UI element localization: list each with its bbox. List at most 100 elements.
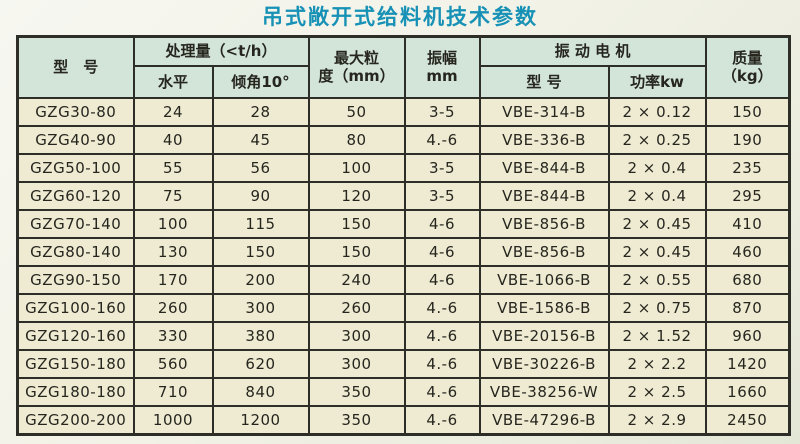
- header-mass-line-2: （kg）: [721, 66, 773, 85]
- table-row: GZG180-180 710 840 350 4.-6 VBE-38256-W 2 × 2.…: [16, 377, 791, 408]
- cell-capacity-horizontal: 130: [132, 237, 214, 268]
- header-motor-group: 振 动 电 机: [478, 35, 707, 68]
- cell-mass: 960: [704, 321, 791, 352]
- header-row-2: 水平 倾角10° 型 号 功率kw: [18, 65, 790, 100]
- table-row: GZG40-90 40 45 80 4.-6 VBE-336-B 2 × 0.25 190: [16, 125, 791, 156]
- cell-max-particle-size: 80: [307, 125, 406, 156]
- cell-capacity-horizontal: 55: [132, 153, 214, 184]
- cell-motor-model: VBE-1586-B: [478, 293, 610, 324]
- cell-model: GZG80-140: [16, 237, 135, 268]
- cell-amplitude: 4.-6: [403, 125, 481, 156]
- cell-max-particle-size: 150: [307, 237, 406, 268]
- header-max-particle-size: 最大粒 度（mm）: [307, 35, 406, 100]
- cell-capacity-incline: 300: [211, 293, 310, 324]
- cell-motor-power: 2 × 0.45: [607, 209, 707, 240]
- cell-model: GZG30-80: [16, 97, 135, 128]
- cell-amplitude: 3-5: [403, 153, 481, 184]
- cell-capacity-horizontal: 170: [132, 265, 214, 296]
- table-row: GZG200-200 1000 1200 350 4.-6 VBE-47296-B 2 × …: [16, 405, 791, 436]
- cell-model: GZG100-160: [16, 293, 135, 324]
- cell-motor-model: VBE-314-B: [478, 97, 610, 128]
- table-row: GZG30-80 24 28 50 3-5 VBE-314-B 2 × 0.12 150: [16, 97, 791, 128]
- cell-motor-model: VBE-856-B: [478, 209, 610, 240]
- cell-capacity-incline: 115: [211, 209, 310, 240]
- cell-capacity-horizontal: 260: [132, 293, 214, 324]
- cell-capacity-incline: 840: [211, 377, 310, 408]
- cell-capacity-horizontal: 75: [132, 181, 214, 212]
- header-capacity-horizontal: 水平: [132, 65, 214, 100]
- cell-model: GZG60-120: [16, 181, 135, 212]
- cell-capacity-horizontal: 24: [132, 97, 214, 128]
- cell-capacity-incline: 45: [211, 125, 310, 156]
- header-mass-line-1: 质量: [732, 49, 763, 68]
- table-row: GZG60-120 75 90 120 3-5 VBE-844-B 2 × 0.4 295: [16, 181, 791, 212]
- table-row: GZG150-180 560 620 300 4.-6 VBE-30226-B 2 × 2.…: [16, 349, 791, 380]
- cell-amplitude: 4.-6: [403, 405, 481, 436]
- cell-model: GZG70-140: [16, 209, 135, 240]
- cell-max-particle-size: 350: [307, 405, 406, 436]
- cell-mass: 2450: [704, 405, 791, 436]
- table-row: GZG100-160 260 300 260 4.-6 VBE-1586-B 2 × 0.7…: [16, 293, 791, 324]
- cell-amplitude: 4-6: [403, 209, 481, 240]
- cell-amplitude: 4-6: [403, 265, 481, 296]
- cell-capacity-horizontal: 40: [132, 125, 214, 156]
- header-model: 型 号: [16, 35, 135, 100]
- cell-motor-power: 2 × 0.4: [607, 181, 707, 212]
- header-row-1: 型 号 处理量（<t/h） 最大粒 度（mm） 振幅 mm 振 动 电 机 质量…: [16, 35, 791, 100]
- cell-max-particle-size: 50: [307, 97, 406, 128]
- cell-motor-power: 2 × 0.12: [607, 97, 707, 128]
- table-body: GZG30-80 24 28 50 3-5 VBE-314-B 2 × 0.12 150 GZG…: [16, 97, 791, 436]
- cell-model: GZG50-100: [16, 153, 135, 184]
- cell-max-particle-size: 150: [307, 209, 406, 240]
- header-amplitude-line-2: mm: [426, 66, 458, 85]
- table-header: 型 号 处理量（<t/h） 最大粒 度（mm） 振幅 mm 振 动 电 机 质量…: [16, 35, 791, 100]
- cell-capacity-horizontal: 1000: [132, 405, 214, 436]
- page-title: 吊式敞开式给料机技术参数: [262, 5, 538, 29]
- cell-amplitude: 3-5: [403, 97, 481, 128]
- cell-model: GZG90-150: [16, 265, 135, 296]
- cell-capacity-horizontal: 330: [132, 321, 214, 352]
- cell-motor-power: 2 × 1.52: [607, 321, 707, 352]
- cell-mass: 870: [704, 293, 791, 324]
- cell-capacity-horizontal: 100: [132, 209, 214, 240]
- cell-motor-model: VBE-20156-B: [478, 321, 610, 352]
- header-motor-power: 功率kw: [607, 65, 707, 100]
- cell-capacity-incline: 90: [211, 181, 310, 212]
- cell-motor-power: 2 × 0.25: [607, 125, 707, 156]
- header-motor-model: 型 号: [478, 65, 610, 100]
- cell-capacity-incline: 620: [211, 349, 310, 380]
- cell-amplitude: 4.-6: [403, 377, 481, 408]
- header-capacity-group: 处理量（<t/h）: [132, 35, 310, 68]
- cell-max-particle-size: 100: [307, 153, 406, 184]
- cell-max-particle-size: 240: [307, 265, 406, 296]
- table-row: GZG80-140 130 150 150 4-6 VBE-856-B 2 × 0.45 46…: [16, 237, 791, 268]
- cell-motor-power: 2 × 0.4: [607, 153, 707, 184]
- cell-max-particle-size: 300: [307, 321, 406, 352]
- cell-model: GZG200-200: [16, 405, 135, 436]
- cell-model: GZG40-90: [16, 125, 135, 156]
- cell-motor-model: VBE-844-B: [478, 153, 610, 184]
- cell-mass: 295: [704, 181, 791, 212]
- header-amplitude: 振幅 mm: [403, 35, 481, 100]
- table-row: GZG70-140 100 115 150 4-6 VBE-856-B 2 × 0.45 41…: [16, 209, 791, 240]
- cell-max-particle-size: 120: [307, 181, 406, 212]
- header-capacity-incline: 倾角10°: [211, 65, 310, 100]
- cell-mass: 150: [704, 97, 791, 128]
- spec-table: 型 号 处理量（<t/h） 最大粒 度（mm） 振幅 mm 振 动 电 机 质量…: [16, 35, 792, 437]
- cell-mass: 1420: [704, 349, 791, 380]
- cell-motor-model: VBE-856-B: [478, 237, 610, 268]
- cell-model: GZG120-160: [16, 321, 135, 352]
- cell-capacity-horizontal: 710: [132, 377, 214, 408]
- cell-mass: 235: [704, 153, 791, 184]
- cell-motor-power: 2 × 2.2: [607, 349, 707, 380]
- cell-mass: 410: [704, 209, 791, 240]
- cell-max-particle-size: 350: [307, 377, 406, 408]
- cell-motor-power: 2 × 0.75: [607, 293, 707, 324]
- cell-capacity-incline: 56: [211, 153, 310, 184]
- cell-amplitude: 4.-6: [403, 293, 481, 324]
- cell-mass: 680: [704, 265, 791, 296]
- cell-motor-model: VBE-38256-W: [478, 377, 610, 408]
- header-mass: 质量 （kg）: [704, 35, 791, 100]
- cell-motor-power: 2 × 2.5: [607, 377, 707, 408]
- cell-max-particle-size: 260: [307, 293, 406, 324]
